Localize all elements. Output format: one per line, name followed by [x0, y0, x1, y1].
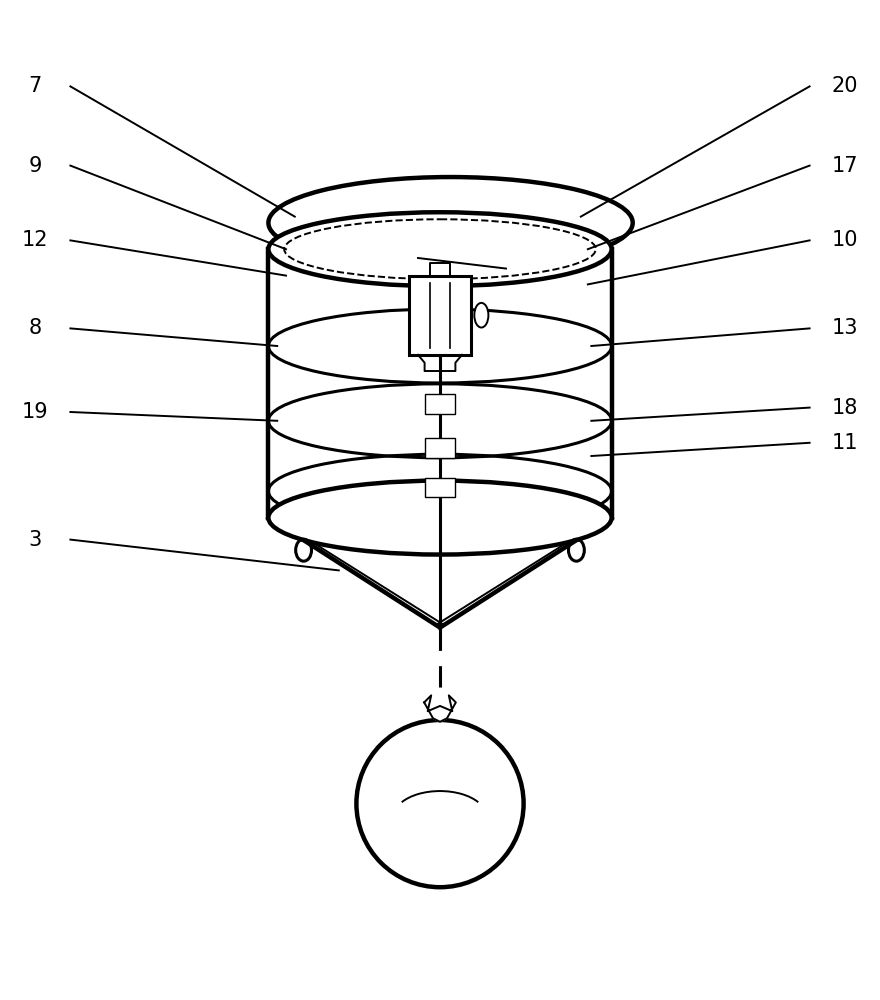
Text: 12: 12: [22, 230, 48, 250]
Bar: [425, 478, 455, 497]
Bar: [425, 438, 455, 458]
Bar: [409, 276, 471, 355]
Text: 7: 7: [28, 76, 42, 96]
Bar: [425, 394, 455, 414]
Polygon shape: [424, 695, 456, 722]
Text: 20: 20: [832, 76, 858, 96]
Ellipse shape: [268, 212, 612, 286]
Ellipse shape: [268, 481, 612, 555]
Text: 9: 9: [28, 156, 42, 176]
Text: 11: 11: [832, 433, 858, 453]
Text: 13: 13: [832, 318, 858, 338]
Text: 18: 18: [832, 398, 858, 418]
Circle shape: [356, 720, 524, 887]
Text: 3: 3: [28, 530, 42, 550]
Text: 17: 17: [832, 156, 858, 176]
Ellipse shape: [474, 303, 488, 328]
Text: 8: 8: [29, 318, 41, 338]
Text: 19: 19: [22, 402, 48, 422]
Text: 10: 10: [832, 230, 858, 250]
